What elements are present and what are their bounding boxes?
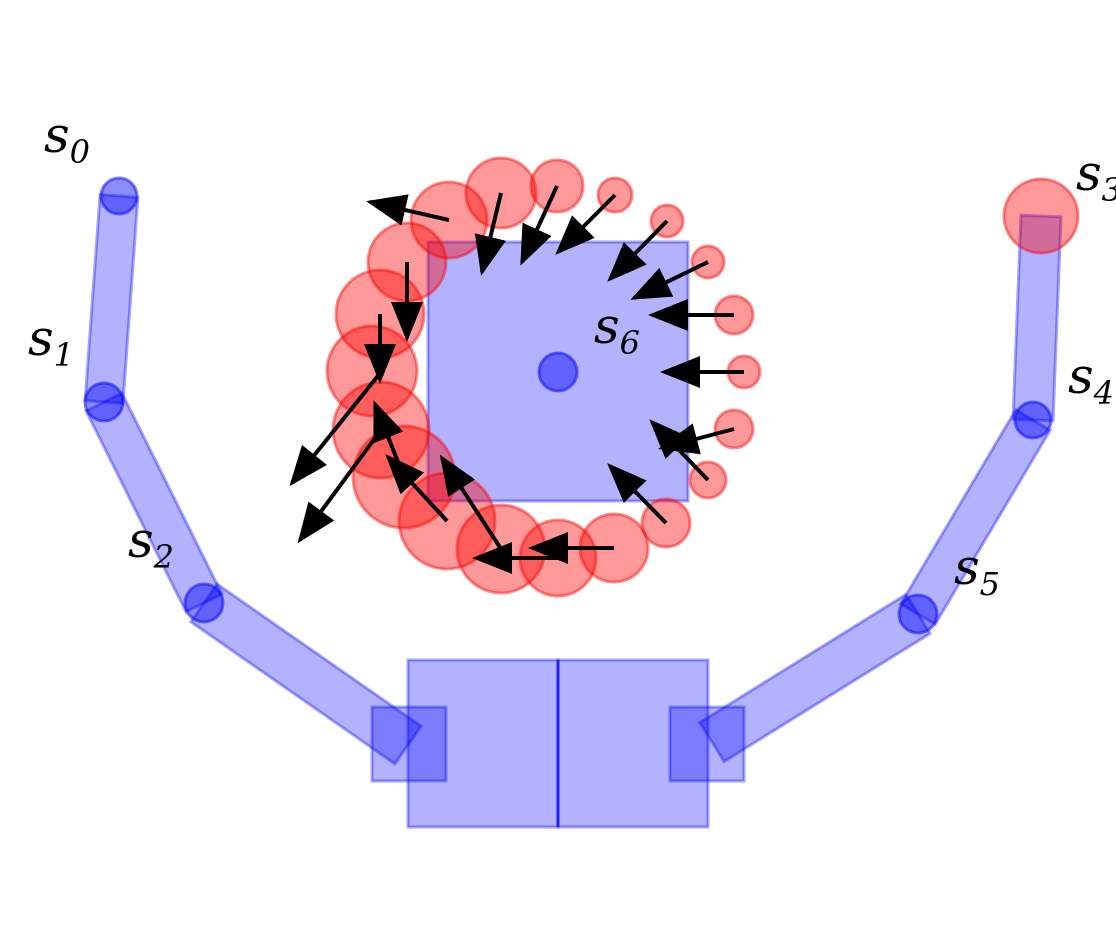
force-arrow — [366, 194, 450, 226]
force-arrow — [439, 454, 503, 551]
palm-right — [556, 658, 710, 829]
joint-s5 — [897, 593, 939, 635]
label-s4: s4 — [1068, 347, 1114, 412]
label-s5: s5 — [954, 538, 1000, 603]
force-arrow — [607, 463, 668, 525]
label-subscript: 1 — [54, 336, 74, 374]
label-subscript: 6 — [620, 324, 640, 362]
label-subscript: 3 — [1102, 171, 1116, 209]
label-s2: s2 — [128, 511, 174, 576]
force-arrow — [297, 428, 383, 544]
joint-s1 — [83, 381, 125, 423]
right-link-distal — [1011, 213, 1063, 423]
left-link-distal — [83, 192, 140, 406]
left-finger-base — [370, 705, 448, 783]
label-s3: s3 — [1076, 144, 1116, 209]
label-subscript: 2 — [153, 538, 174, 576]
label-base: s — [954, 538, 980, 596]
force-arrows — [289, 185, 744, 574]
label-subscript: 0 — [70, 133, 90, 171]
left-link-proximal — [188, 582, 424, 766]
label-s0: s0 — [44, 106, 90, 171]
force-arrow — [649, 419, 710, 482]
contact-circle — [1002, 177, 1080, 255]
label-s6: s6 — [594, 297, 640, 362]
robot-bodies — [83, 176, 1063, 829]
labels: s0s1s2s3s4s5s6 — [28, 106, 1116, 603]
joint-s0 — [99, 176, 139, 216]
left-link-middle — [84, 391, 224, 614]
right-finger-base — [668, 705, 746, 783]
label-base: s — [128, 511, 154, 569]
force-arrow — [555, 193, 617, 255]
label-base: s — [28, 309, 54, 367]
label-subscript: 5 — [980, 565, 1000, 603]
label-base: s — [1068, 347, 1094, 405]
force-arrow — [474, 192, 506, 276]
force-arrow — [520, 185, 559, 266]
force-arrow — [630, 260, 709, 300]
palm-left — [406, 658, 560, 829]
force-arrow — [289, 370, 383, 487]
joint-s2 — [183, 582, 225, 624]
label-s1: s1 — [28, 309, 74, 374]
object-center — [537, 351, 579, 393]
label-base: s — [44, 106, 70, 164]
joint-s4 — [1013, 400, 1053, 440]
force-arrow — [607, 219, 669, 282]
label-subscript: 4 — [1093, 374, 1114, 412]
label-base: s — [594, 297, 620, 355]
force-arrow — [385, 454, 449, 523]
force-arrow — [373, 400, 406, 478]
right-link-proximal — [697, 592, 933, 764]
label-base: s — [1076, 144, 1102, 202]
